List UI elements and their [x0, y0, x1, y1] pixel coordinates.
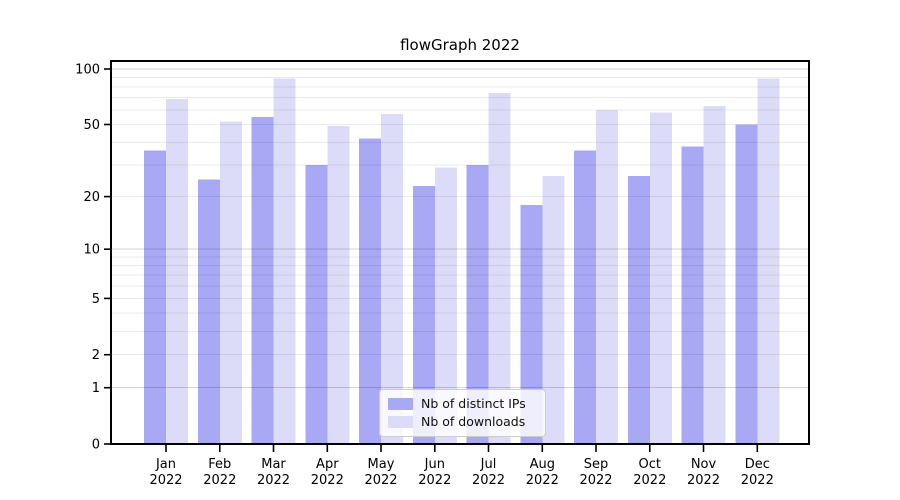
bar-distinct-ips-mar	[251, 116, 274, 445]
legend: Nb of distinct IPs Nb of downloads	[379, 389, 546, 437]
bar-downloads-dec	[757, 78, 780, 445]
bar-downloads-sep	[596, 110, 618, 444]
bar-downloads-jun	[434, 167, 457, 444]
x-tick-label-year: 2022	[741, 473, 774, 488]
bar-downloads-mar	[273, 78, 296, 445]
x-tick-label-year: 2022	[579, 473, 612, 488]
bar-distinct-ips-jun	[412, 185, 435, 445]
bar-distinct-ips-jul	[466, 165, 489, 444]
x-tick-label-year: 2022	[364, 473, 397, 488]
legend-label-downloads: Nb of downloads	[421, 413, 526, 429]
legend-item-downloads: Nb of downloads	[388, 413, 537, 429]
x-tick-label-year: 2022	[311, 473, 344, 488]
bar-downloads-may	[381, 114, 403, 444]
bar-distinct-ips-sep	[574, 150, 596, 444]
y-tick-label: 5	[92, 292, 100, 307]
y-tick-label: 20	[83, 190, 100, 205]
bar-downloads-oct	[649, 112, 672, 444]
y-tick-label: 10	[83, 243, 100, 258]
x-tick-label-month: Oct	[639, 457, 661, 472]
x-tick-label-year: 2022	[149, 473, 182, 488]
bar-distinct-ips-dec	[735, 124, 758, 444]
bar-distinct-ips-jan	[144, 150, 166, 444]
x-tick-label-month: Nov	[691, 457, 717, 472]
chart-title: flowGraph 2022	[400, 36, 520, 54]
x-tick-label-month: May	[368, 457, 395, 472]
y-tick-label: 100	[75, 63, 100, 78]
x-tick-label-year: 2022	[418, 473, 451, 488]
bar-downloads-feb	[219, 121, 242, 445]
legend-item-distinct-ips: Nb of distinct IPs	[388, 396, 537, 411]
x-tick-label-year: 2022	[257, 473, 290, 488]
x-tick-label-month: Aug	[530, 457, 555, 472]
y-tick-label: 0	[92, 438, 100, 453]
x-tick-label-month: Sep	[584, 457, 609, 472]
y-tick-label: 1	[92, 381, 100, 396]
bar-downloads-apr	[327, 126, 350, 444]
x-tick-label-month: Jan	[155, 457, 176, 472]
legend-label-distinct-ips: Nb of distinct IPs	[421, 396, 526, 411]
x-tick-label-year: 2022	[687, 473, 720, 488]
bar-distinct-ips-oct	[627, 176, 650, 444]
bar-distinct-ips-feb	[197, 179, 220, 445]
bar-distinct-ips-may	[359, 138, 381, 444]
bar-downloads-jan	[166, 98, 188, 445]
legend-swatch-downloads	[388, 415, 413, 428]
x-tick-label-month: Jun	[424, 457, 445, 472]
bar-downloads-nov	[703, 106, 726, 444]
x-tick-label-month: Apr	[316, 457, 339, 472]
x-tick-label-month: Feb	[208, 457, 231, 472]
x-tick-label-month: Dec	[745, 457, 770, 472]
y-tick-label: 50	[83, 118, 100, 133]
bar-distinct-ips-apr	[305, 165, 328, 444]
x-tick-label-month: Mar	[261, 457, 286, 472]
x-tick-label-year: 2022	[633, 473, 666, 488]
x-tick-label-year: 2022	[472, 473, 505, 488]
legend-swatch-distinct-ips	[388, 398, 413, 411]
bar-downloads-jul	[488, 93, 511, 444]
bar-distinct-ips-nov	[681, 146, 704, 445]
plot-frame	[110, 60, 810, 445]
bar-distinct-ips-aug	[520, 204, 543, 444]
bar-downloads-aug	[542, 176, 565, 444]
x-tick-label-year: 2022	[526, 473, 559, 488]
x-tick-label-year: 2022	[203, 473, 236, 488]
x-tick-label-month: Jul	[480, 457, 497, 472]
y-tick-label: 2	[92, 348, 100, 363]
